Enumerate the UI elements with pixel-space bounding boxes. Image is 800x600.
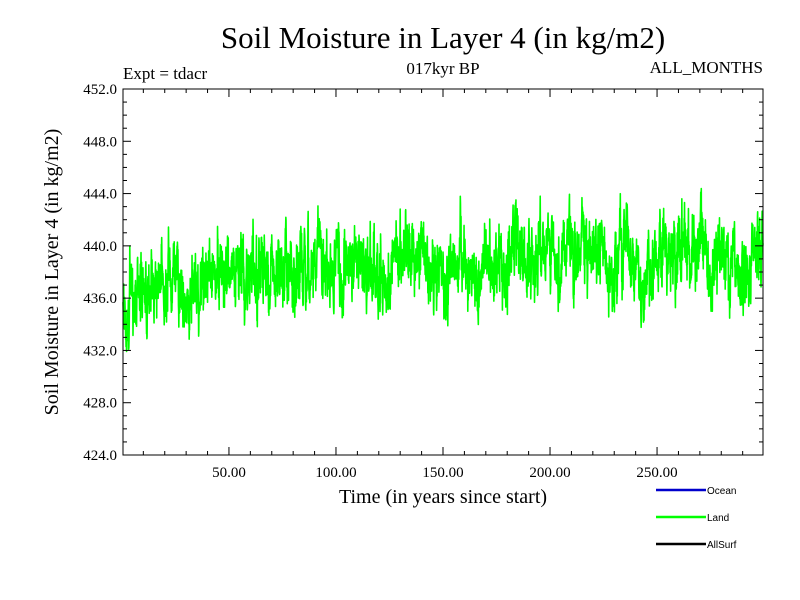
subtitle-experiment: Expt = tdacr	[123, 64, 208, 83]
x-tick-labels: 50.00 100.00 150.00 200.00 250.00	[212, 465, 678, 481]
y-tick-label: 424.0	[83, 448, 117, 464]
axis-ticks	[123, 88, 763, 456]
chart-title: Soil Moisture in Layer 4 (in kg/m2)	[221, 20, 665, 55]
y-axis-label: Soil Moisture in Layer 4 (in kg/m2)	[41, 129, 63, 416]
x-tick-label: 250.00	[636, 465, 677, 481]
subtitle-period: 017kyr BP	[406, 59, 479, 78]
x-axis-label: Time (in years since start)	[339, 486, 547, 508]
y-tick-label: 448.0	[83, 134, 117, 150]
y-tick-label: 432.0	[83, 343, 117, 359]
plot-frame	[122, 88, 764, 456]
legend-label-land: Land	[707, 513, 729, 524]
y-tick-label: 428.0	[83, 396, 117, 412]
y-tick-label: 444.0	[83, 187, 117, 203]
x-tick-label: 100.00	[315, 465, 356, 481]
x-tick-label: 50.00	[212, 465, 246, 481]
plot-area	[122, 187, 764, 353]
y-tick-label: 440.0	[83, 239, 117, 255]
legend-label-allsurf: AllSurf	[707, 540, 737, 551]
series-line-land	[122, 187, 764, 353]
legend: Ocean Land AllSurf	[656, 486, 737, 551]
x-tick-label: 200.00	[529, 465, 570, 481]
y-tick-labels: 424.0 428.0 432.0 436.0 440.0 444.0 448.0 452.0	[83, 82, 117, 464]
x-tick-label: 150.00	[422, 465, 463, 481]
y-tick-label: 436.0	[83, 291, 117, 307]
legend-label-ocean: Ocean	[707, 486, 736, 497]
y-tick-label: 452.0	[83, 82, 117, 98]
subtitle-months: ALL_MONTHS	[650, 58, 763, 77]
